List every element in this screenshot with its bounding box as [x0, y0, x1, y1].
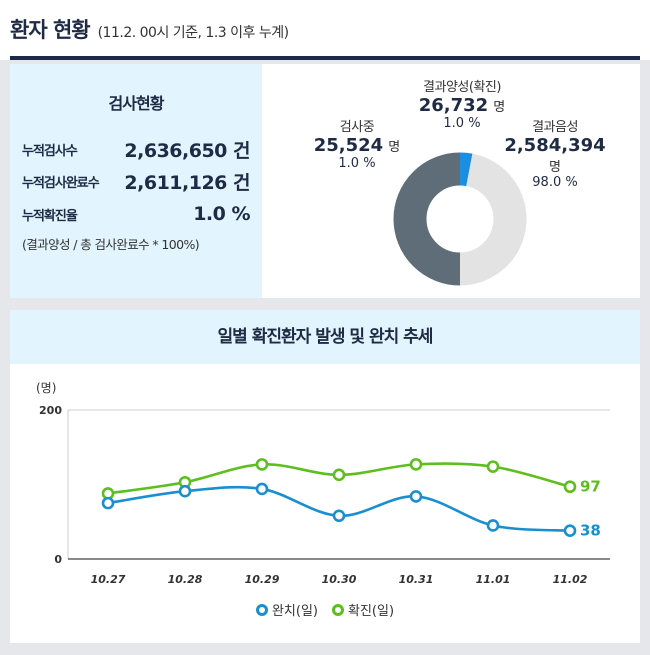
stat-label: 누적확진율 — [22, 208, 78, 224]
donut-segment-negative — [459, 153, 527, 286]
stat-row-positive-rate: 누적확진율 1.0 % — [22, 201, 250, 227]
legend-label: 확진(일) — [348, 604, 395, 619]
data-point — [563, 524, 577, 537]
data-point — [332, 468, 346, 482]
stat-value: 2,611,126 건 — [124, 171, 250, 194]
test-stats-panel: 검사현황 누적검사수 2,636,650 건 누적검사완료수 2,611,126… — [10, 64, 262, 298]
test-stats-title: 검사현황 — [108, 94, 165, 113]
daily-trend-line-chart: (명) 200 0 10.27 10.28 10.29 10.30 10.31 11.01 11.… — [36, 381, 610, 586]
x-tick-label: 10.28 — [168, 573, 203, 586]
x-tick-label: 10.31 — [399, 573, 434, 586]
donut-segment-testing — [393, 152, 461, 286]
donut-label-testing: 검사중 25,524 명 1.0 % — [312, 116, 402, 171]
donut-label-percent: 98.0 % — [532, 175, 578, 190]
series-end-label: 38 — [580, 522, 601, 540]
data-point — [178, 484, 192, 498]
page-subtitle: (11.2. 00시 기준, 1.3 이후 누계) — [97, 25, 290, 41]
donut-label-name: 결과양성(확진) — [423, 80, 501, 95]
y-tick-label: 200 — [39, 404, 62, 417]
x-tick-label: 10.29 — [245, 573, 280, 586]
donut-segment-positive — [459, 152, 473, 187]
x-tick-label: 10.27 — [91, 573, 126, 586]
stat-value: 1.0 % — [193, 203, 250, 225]
data-point — [409, 490, 423, 503]
donut-label-value: 25,524 — [313, 135, 384, 156]
series-end-label: 97 — [580, 478, 601, 496]
page-header: 환자 현황 (11.2. 00시 기준, 1.3 이후 누계) — [10, 14, 289, 44]
stat-row-completed-tests: 누적검사완료수 2,611,126 건 — [22, 168, 250, 194]
data-point — [101, 496, 115, 510]
donut-label-unit: 명 — [549, 160, 561, 175]
donut-label-name: 검사중 — [339, 120, 375, 135]
data-point — [486, 519, 500, 532]
data-point — [409, 458, 423, 471]
data-point — [486, 460, 500, 473]
data-point — [255, 458, 269, 471]
donut-label-positive: 결과양성(확진) 26,732 명 1.0 % — [392, 76, 532, 131]
header-divider — [10, 56, 640, 60]
legend-marker-icon — [255, 603, 268, 616]
series-line-recovered — [107, 485, 571, 532]
stat-label: 누적검사완료수 — [22, 175, 100, 191]
daily-trend-card: 일별 확진환자 발생 및 완치 추세 (명) 200 0 10.27 10.28 10.2… — [10, 310, 640, 643]
donut-label-name: 결과음성 — [532, 120, 578, 135]
test-result-donut-chart — [393, 152, 527, 286]
test-status-card: 검사현황 누적검사수 2,636,650 건 누적검사완료수 2,611,126… — [10, 64, 640, 298]
donut-label-unit: 명 — [493, 100, 506, 115]
donut-label-value: 26,732 — [418, 95, 489, 116]
y-axis-label: (명) — [36, 381, 56, 395]
stat-value: 2,636,650 건 — [124, 139, 250, 162]
data-point — [563, 480, 577, 494]
stat-label: 누적검사수 — [22, 143, 78, 159]
legend-item-recovered: 완치(일) — [255, 600, 318, 619]
data-point — [332, 509, 346, 523]
legend-item-confirmed: 확진(일) — [332, 600, 394, 619]
x-tick-label: 10.30 — [322, 573, 357, 586]
donut-label-value: 2,584,394 — [504, 135, 606, 156]
page-title: 환자 현황 — [10, 18, 91, 42]
stat-row-total-tests: 누적검사수 2,636,650 건 — [22, 136, 250, 162]
donut-label-percent: 1.0 % — [338, 156, 376, 171]
chart-title: 일별 확진환자 발생 및 완치 추세 — [10, 310, 640, 364]
positive-rate-formula-note: (결과양성 / 총 검사완료수 * 100%) — [22, 237, 200, 252]
legend-marker-icon — [332, 603, 344, 616]
y-tick-label: 0 — [54, 553, 62, 566]
chart-legend: 완치(일) 확진(일) — [10, 600, 640, 619]
test-result-donut-area: 결과양성(확진) 26,732 명 1.0 % 검사중 25,524 명 1.0… — [262, 64, 640, 298]
legend-label: 완치(일) — [271, 604, 318, 619]
x-tick-label: 11.02 — [553, 573, 588, 586]
donut-label-percent: 1.0 % — [443, 116, 481, 131]
data-point — [255, 482, 269, 496]
donut-label-unit: 명 — [388, 140, 401, 155]
x-tick-label: 11.01 — [476, 573, 511, 586]
donut-label-negative: 결과음성 2,584,394 명 98.0 % — [500, 116, 610, 190]
